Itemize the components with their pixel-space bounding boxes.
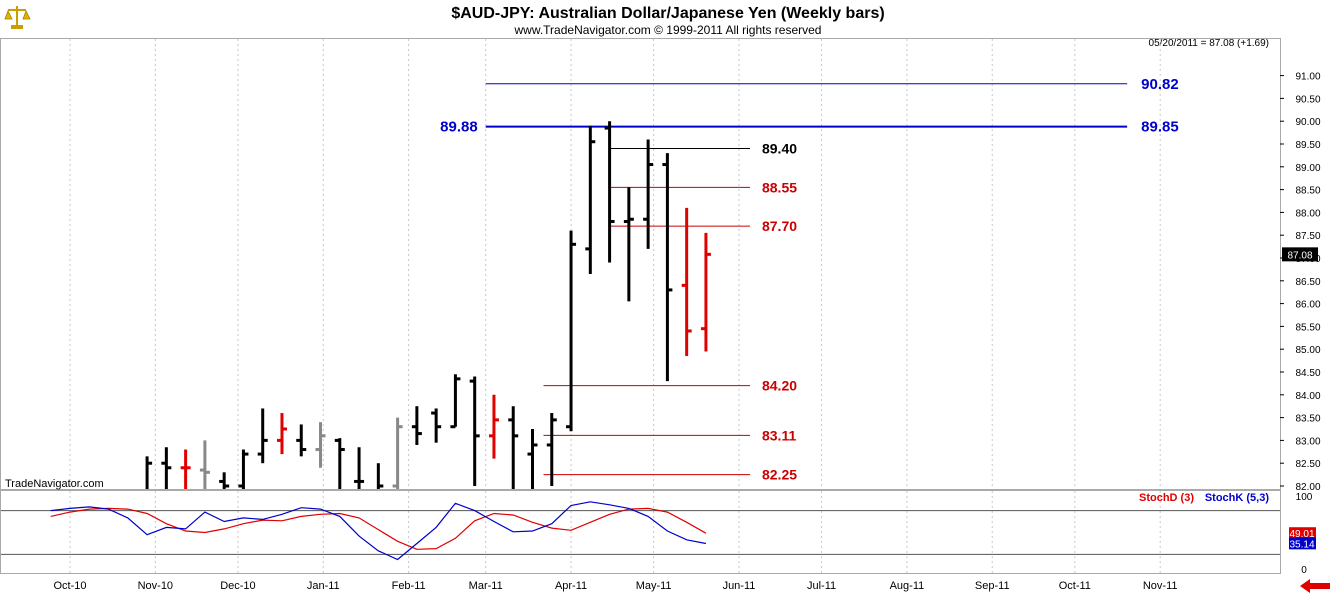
x-tick-label: Sep-11 (975, 580, 1010, 592)
level-label: 83.11 (762, 427, 796, 443)
level-label: 87.70 (762, 218, 797, 234)
ohlc-bar (161, 447, 172, 489)
y-tick-label: 85.50 (1295, 322, 1320, 333)
ohlc-bar (219, 472, 230, 489)
y-tick-label: 87.50 (1295, 231, 1320, 242)
time-axis: Oct-10 Nov-10 Dec-10 Jan-11 Feb-11 Mar-11 Apr-… (53, 580, 1177, 592)
ohlc-bar (296, 424, 307, 457)
stoch-y-label: 100 (1296, 492, 1313, 503)
level-label: 90.82 (1141, 76, 1179, 93)
x-tick-label: Jul-11 (807, 580, 836, 592)
stoch-k-value: 35.14 (1289, 539, 1314, 550)
ohlc-bar (700, 232, 711, 352)
x-tick-label: Apr-11 (555, 580, 587, 592)
ohlc-bar (276, 413, 287, 455)
y-tick-label: 83.00 (1295, 436, 1320, 447)
copyright-text: www.TradeNavigator.com © 1999-2011 All r… (514, 23, 822, 37)
y-tick-label: 82.50 (1295, 459, 1320, 470)
level-label: 89.40 (762, 141, 797, 157)
gold-scales-icon[interactable] (4, 4, 31, 30)
y-tick-label: 90.50 (1295, 94, 1320, 105)
y-tick-label: 84.00 (1295, 391, 1320, 402)
y-tick-label: 88.00 (1295, 208, 1320, 219)
y-tick-label: 90.00 (1295, 117, 1320, 128)
ohlc-bar (315, 422, 326, 468)
scroll-back-arrow-icon[interactable] (1300, 579, 1330, 593)
x-tick-label: Feb-11 (392, 580, 426, 592)
x-tick-label: Oct-10 (53, 580, 86, 592)
ohlc-bar (392, 417, 403, 489)
y-tick-label: 86.50 (1295, 277, 1320, 288)
ohlc-bar (546, 413, 557, 486)
y-tick-label: 89.00 (1295, 163, 1320, 174)
price-axis: 82.00 82.50 83.00 83.50 84.00 84.50 85.00 85.50… (1280, 72, 1321, 493)
x-tick-label: Jun-11 (723, 580, 756, 592)
ohlc-bar (527, 429, 538, 489)
legend-stoch-k: StochK (5,3) (1205, 492, 1270, 504)
level-label-right: 89.85 (1141, 119, 1179, 136)
ohlc-bar (643, 139, 654, 249)
legend-stoch-d: StochD (3) (1139, 492, 1194, 504)
ohlc-bar (450, 374, 461, 429)
y-tick-label: 85.00 (1295, 345, 1320, 356)
ohlc-bar (508, 406, 519, 489)
x-tick-label: Oct-11 (1059, 580, 1091, 592)
ohlc-bar (238, 449, 249, 489)
ohlc-bar (623, 187, 634, 302)
y-tick-label: 89.50 (1295, 140, 1320, 151)
last-price-label: 87.08 (1287, 250, 1312, 261)
vertical-gridlines (69, 39, 1161, 573)
chart-title: $AUD-JPY: Australian Dollar/Japanese Yen… (451, 5, 884, 22)
stoch-d-value: 49.01 (1289, 529, 1314, 540)
ohlc-bar (376, 463, 384, 489)
x-tick-label: Mar-11 (469, 580, 503, 592)
stoch-k-value-box (1289, 537, 1316, 550)
x-tick-label: Jan-11 (307, 580, 340, 592)
stoch-k-line (50, 501, 707, 561)
x-tick-label: Aug-11 (890, 580, 925, 592)
ohlc-bar (180, 449, 191, 489)
ohlc-bar (411, 406, 422, 445)
price-levels: 90.82 89.88 89.85 89.40 88.55 87.70 84.20 83.11… (440, 76, 1179, 483)
stoch-y-label: 0 (1301, 565, 1307, 576)
ohlc-bar (585, 125, 596, 274)
ohlc-bar (431, 408, 442, 443)
ohlc-bar (145, 456, 153, 489)
ohlc-bar (354, 447, 365, 489)
y-tick-label: 86.00 (1295, 300, 1320, 311)
x-tick-label: Nov-11 (1143, 580, 1178, 592)
y-tick-label: 88.50 (1295, 186, 1320, 197)
last-price-box (1282, 247, 1318, 262)
stoch-d-value-box (1289, 527, 1316, 540)
ohlc-bar (681, 207, 692, 357)
ohlc-bar (662, 153, 673, 382)
last-quote-text: 05/20/2011 = 87.08 (+1.69) (1149, 38, 1269, 49)
x-tick-label: May-11 (636, 580, 672, 592)
ohlc-bar (199, 440, 210, 489)
stoch-panel-frame (0, 490, 1281, 574)
ohlc-bar (566, 230, 577, 432)
watermark-text: TradeNavigator.com (5, 478, 104, 490)
level-label-left: 89.88 (440, 119, 478, 136)
stoch-d-line (50, 507, 707, 550)
y-tick-label: 91.00 (1295, 72, 1320, 83)
level-label: 88.55 (762, 179, 797, 195)
price-panel-frame (0, 38, 1281, 490)
price-bars (145, 121, 711, 489)
ohlc-bar (334, 438, 345, 489)
level-label: 84.20 (762, 378, 797, 394)
y-tick-label: 83.50 (1295, 414, 1320, 425)
y-tick-label: 84.50 (1295, 368, 1320, 379)
ohlc-bar (257, 408, 268, 464)
x-tick-label: Dec-10 (220, 580, 255, 592)
x-tick-label: Nov-10 (138, 580, 173, 592)
y-tick-label: 82.00 (1295, 482, 1320, 493)
ohlc-bar (469, 376, 480, 486)
ohlc-bar (488, 394, 499, 459)
ohlc-bar (604, 121, 615, 263)
level-label: 82.25 (762, 467, 797, 483)
